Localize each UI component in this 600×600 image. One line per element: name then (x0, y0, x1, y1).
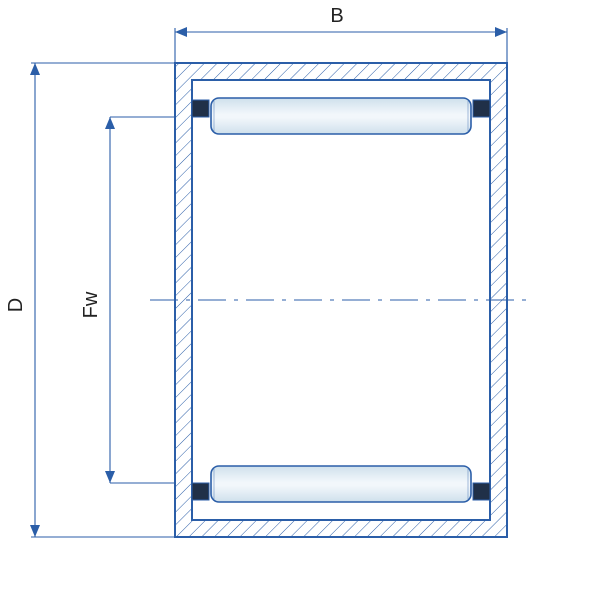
dim-label-d: D (5, 298, 27, 312)
roller-top (211, 98, 471, 134)
retainer-block (473, 483, 490, 500)
dim-label-b: B (330, 5, 343, 27)
roller-bottom (211, 466, 471, 502)
retainer-block (192, 100, 209, 117)
dim-label-fw: Fw (80, 291, 102, 318)
retainer-block (192, 483, 209, 500)
retainer-block (473, 100, 490, 117)
